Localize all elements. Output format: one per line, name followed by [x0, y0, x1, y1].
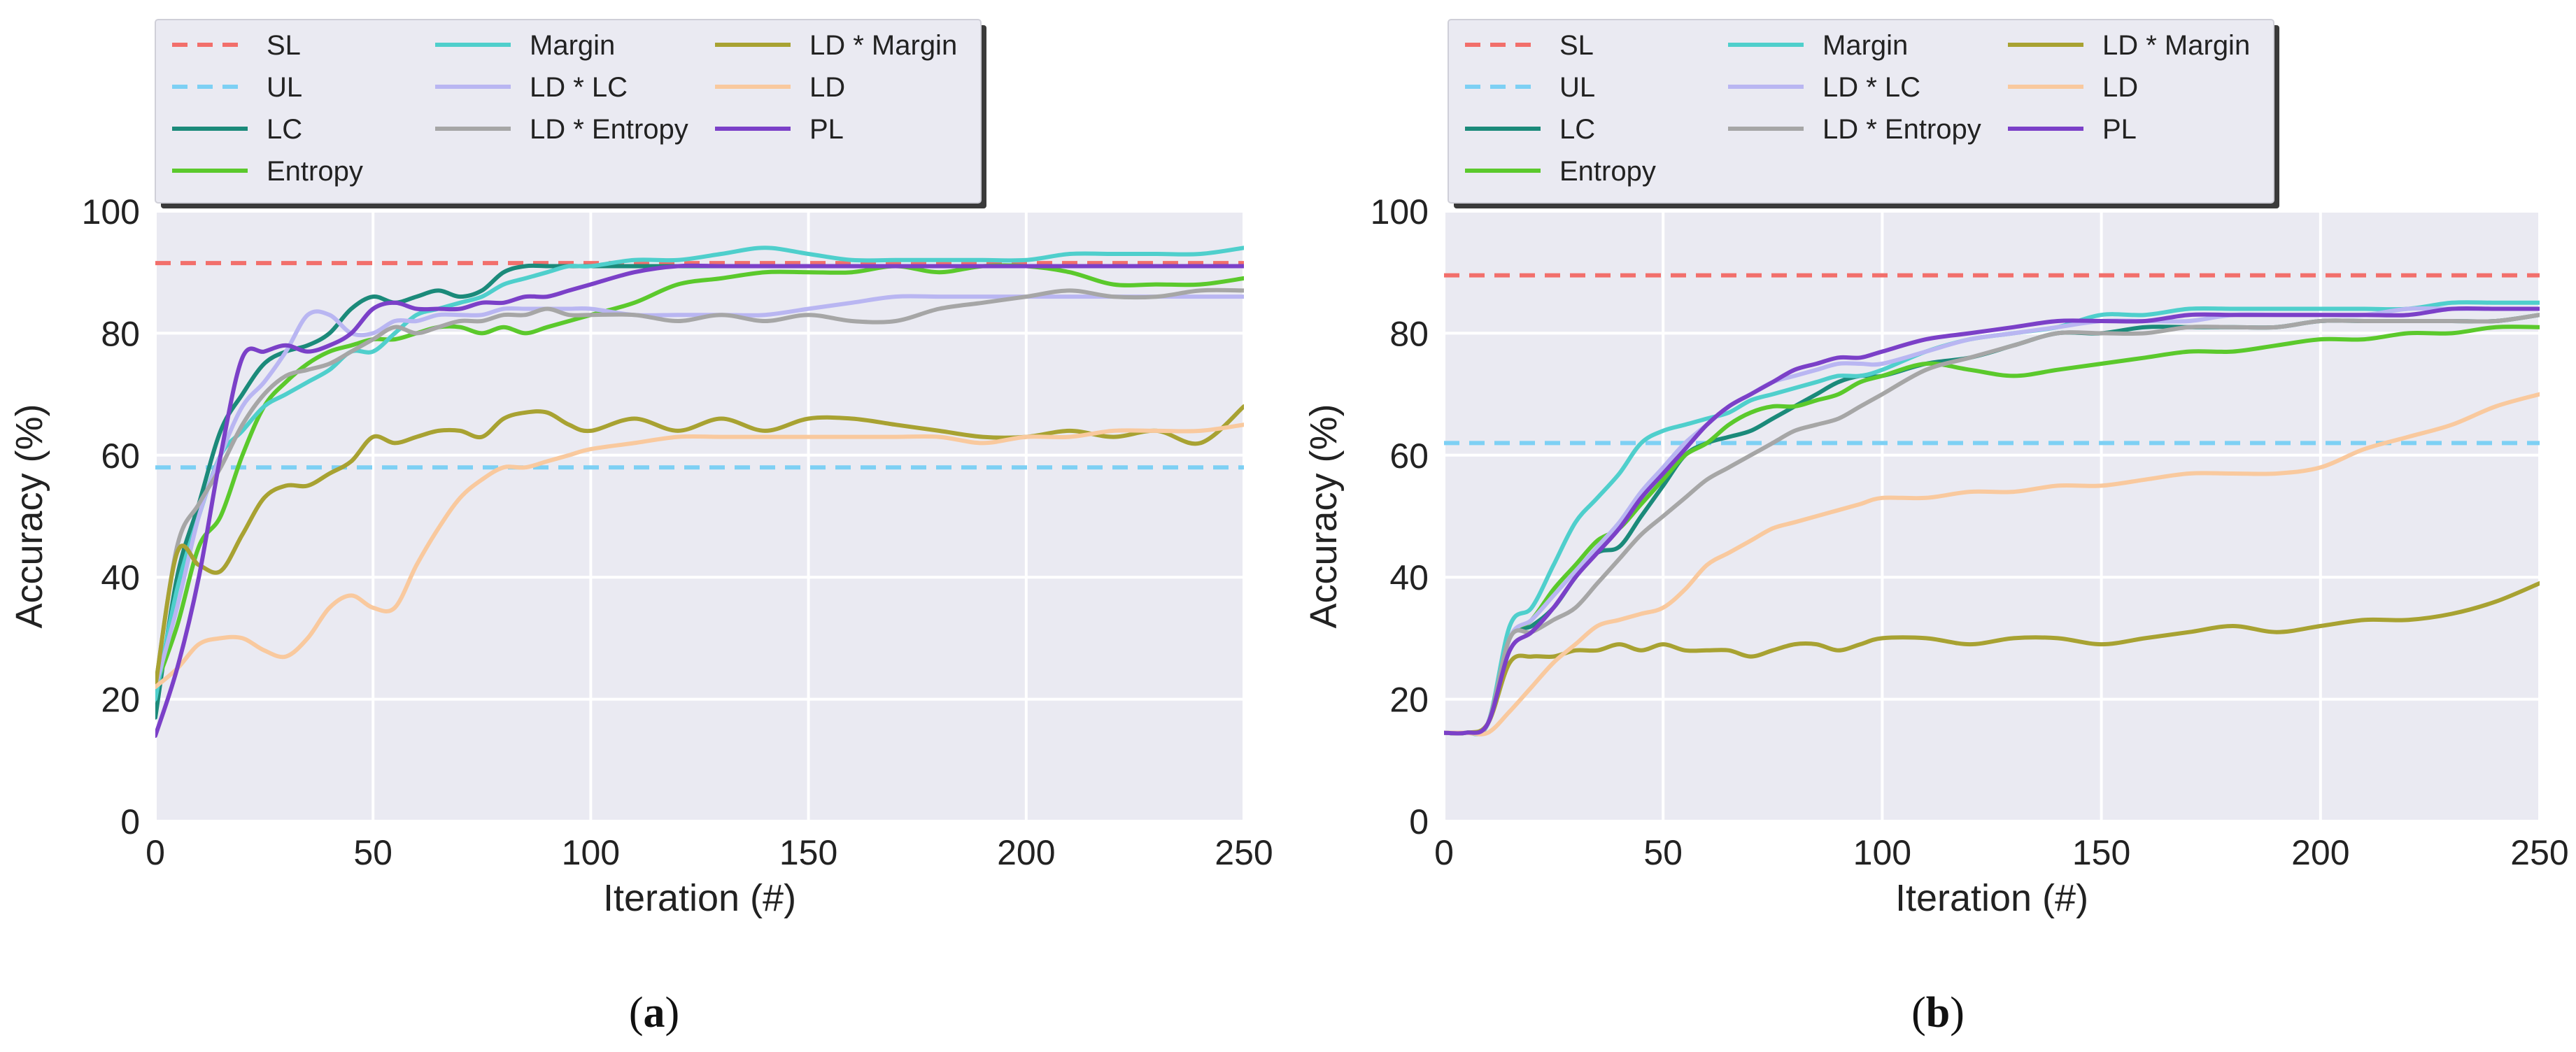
chart-b: 0 50 100 150 200 250 0 20 40 60 80 100 Iteration (#)…	[1303, 19, 2569, 1037]
legend-label-entropy: Entropy	[267, 156, 363, 187]
y-tick-label: 80	[101, 314, 140, 353]
legend-label-ld-x-lc: LD * LC	[1823, 72, 1920, 103]
chart-a: 0 50 100 150 200 250 0 20 40 60 80 100 Iteration (#)…	[8, 19, 1273, 1037]
x-axis-label: Iteration (#)	[603, 877, 796, 919]
y-tick-label: 100	[82, 192, 140, 232]
series-line-pl	[1444, 306, 2540, 736]
legend-label-sl: SL	[267, 30, 301, 61]
series-line-ld-x-margin	[155, 404, 1244, 690]
y-tick-label: 20	[101, 681, 140, 720]
plot-background	[1444, 211, 2540, 821]
subfigure-caption: (a)	[629, 989, 679, 1037]
legend-label-ul: UL	[267, 72, 302, 103]
caption-letter: b	[1926, 989, 1950, 1037]
legend-label-ld-x-entropy: LD * Entropy	[530, 114, 688, 145]
y-axis-label: Accuracy (%)	[1303, 404, 1345, 628]
x-axis-label: Iteration (#)	[1895, 877, 2088, 919]
legend-label-margin: Margin	[530, 30, 615, 61]
legend-label-pl: PL	[2102, 114, 2137, 145]
legend: SL UL LC Entropy Margin LD * LC LD * Entropy LD…	[1448, 19, 2279, 208]
y-tick-label: 80	[1389, 314, 1429, 353]
caption-open-paren: (	[629, 989, 644, 1037]
legend-label-ld-x-margin: LD * Margin	[2102, 30, 2250, 61]
series-line-ld-x-entropy	[155, 287, 1244, 690]
series-group	[1444, 273, 2540, 737]
y-tick-label: 100	[1371, 192, 1429, 232]
x-tick-label: 50	[1643, 833, 1683, 872]
legend-label-ld-x-entropy: LD * Entropy	[1823, 114, 1981, 145]
series-group	[155, 246, 1244, 738]
x-tick-label: 100	[1853, 833, 1911, 872]
x-tick-label: 0	[1434, 833, 1454, 872]
x-tick-label: 150	[2072, 833, 2130, 872]
legend-label-sl: SL	[1559, 30, 1594, 61]
legend-label-margin: Margin	[1823, 30, 1908, 61]
series-line-margin	[155, 246, 1244, 702]
legend-label-entropy: Entropy	[1559, 156, 1656, 187]
legend-box	[155, 19, 982, 204]
series-line-ld-x-margin	[1444, 581, 2540, 736]
legend: SL UL LC Entropy Margin LD * LC LD * Entropy LD…	[155, 19, 986, 208]
legend-label-ld: LD	[2102, 72, 2138, 103]
legend-label-ld-x-lc: LD * LC	[530, 72, 628, 103]
y-tick-label: 40	[1389, 558, 1429, 597]
y-tick-label: 60	[101, 436, 140, 476]
legend-label-ul: UL	[1559, 72, 1595, 103]
caption-close-paren: )	[1950, 989, 1965, 1037]
caption-letter: a	[644, 989, 665, 1037]
legend-label-pl: PL	[809, 114, 844, 145]
caption-close-paren: )	[665, 989, 680, 1037]
y-tick-label: 40	[101, 558, 140, 597]
series-line-ld-x-entropy	[1444, 313, 2540, 736]
x-tick-label: 200	[997, 833, 1055, 872]
y-tick-label: 20	[1389, 681, 1429, 720]
subfigure-caption: (b)	[1911, 989, 1965, 1037]
plot-background	[155, 211, 1244, 821]
y-tick-label: 0	[120, 802, 140, 841]
series-line-ld-x-lc	[155, 294, 1244, 690]
legend-label-lc: LC	[1559, 114, 1595, 145]
legend-label-ld: LD	[809, 72, 845, 103]
x-tick-label: 50	[353, 833, 392, 872]
x-tick-label: 250	[1215, 833, 1273, 872]
series-line-pl	[155, 263, 1244, 738]
x-tick-label: 100	[562, 833, 620, 872]
y-axis-label: Accuracy (%)	[8, 404, 50, 628]
x-tick-label: 150	[779, 833, 837, 872]
legend-label-lc: LC	[267, 114, 302, 145]
series-line-entropy	[1444, 325, 2540, 736]
legend-label-ld-x-margin: LD * Margin	[809, 30, 957, 61]
x-tick-label: 250	[2510, 833, 2568, 872]
legend-box	[1448, 19, 2274, 204]
x-tick-label: 0	[146, 833, 165, 872]
x-tick-label: 200	[2291, 833, 2349, 872]
series-line-ld	[1444, 392, 2540, 737]
y-tick-label: 60	[1389, 436, 1429, 476]
y-tick-label: 0	[1409, 802, 1429, 841]
caption-open-paren: (	[1911, 989, 1926, 1037]
series-line-margin	[1444, 300, 2540, 737]
series-line-ld	[155, 422, 1244, 690]
